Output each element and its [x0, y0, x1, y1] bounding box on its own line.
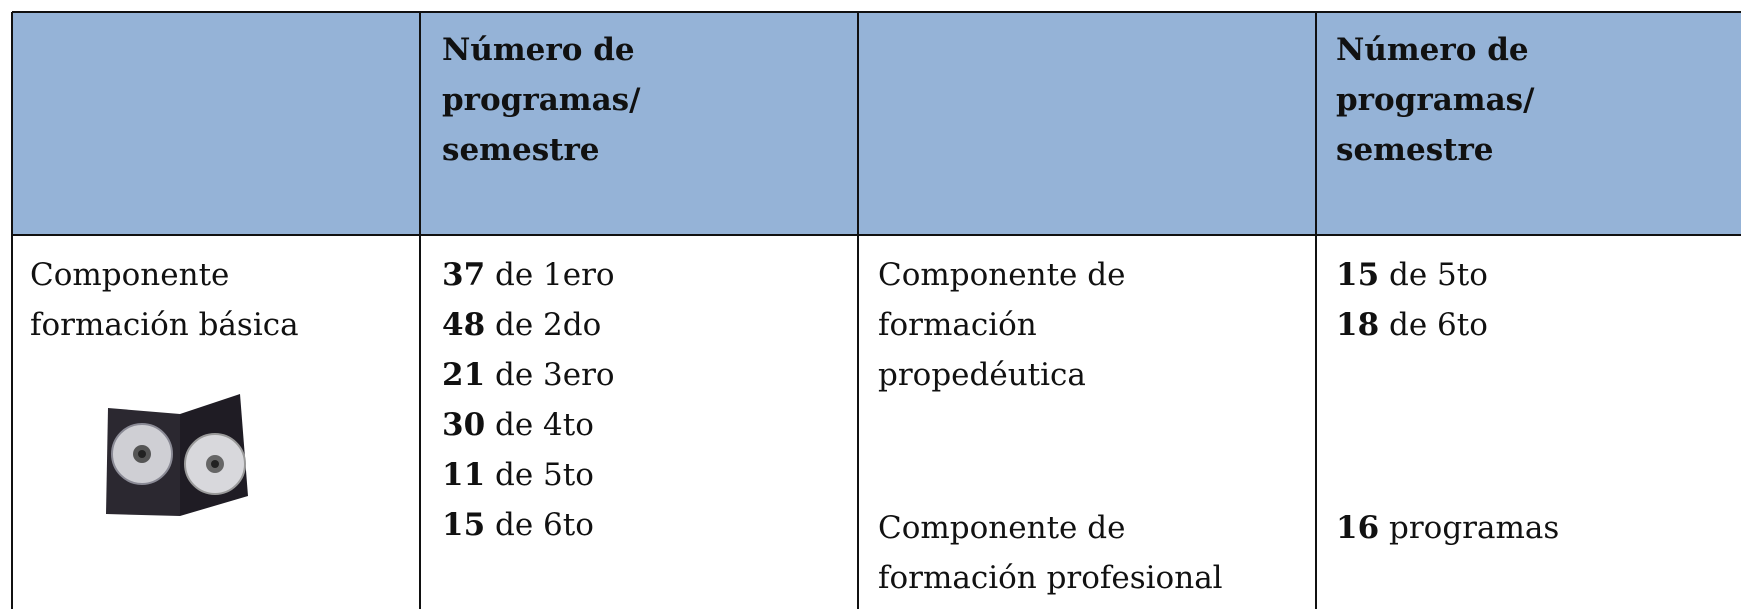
text-line: formación	[878, 307, 1037, 343]
text-line: Número de	[442, 32, 635, 68]
header-row	[12, 12, 1741, 235]
border	[857, 12, 859, 609]
program-text: de 6to	[1389, 307, 1488, 343]
program-text: de 4to	[495, 407, 594, 443]
text-line: propedéutica	[878, 357, 1086, 393]
program-count: 21	[442, 357, 486, 393]
header-cell: Número de programas/semestre	[442, 24, 640, 174]
text-line: formación básica	[30, 307, 299, 343]
border	[12, 234, 1741, 236]
program-text: de 3ero	[495, 357, 615, 393]
border	[12, 11, 1741, 13]
text-line: semestre	[442, 132, 600, 168]
program-text: programas	[1389, 510, 1560, 546]
program-item: 18 de 6to	[1336, 300, 1488, 350]
program-text: de 5to	[1389, 257, 1488, 293]
program-item: 15 de 6to	[442, 500, 615, 550]
program-list: 16 programas	[1336, 503, 1559, 553]
program-count: 18	[1336, 307, 1380, 343]
program-count: 30	[442, 407, 486, 443]
border	[1315, 12, 1317, 609]
program-count: 15	[442, 507, 486, 543]
program-list: 15 de 5to 18 de 6to	[1336, 250, 1488, 350]
program-item: 30 de 4to	[442, 400, 615, 450]
text-line: programas/	[1336, 82, 1535, 118]
program-item: 15 de 5to	[1336, 250, 1488, 300]
text-line: programas/	[442, 82, 641, 118]
program-count: 48	[442, 307, 486, 343]
border	[11, 12, 13, 609]
component-label: Componente de formación profesional	[878, 503, 1223, 603]
program-text: de 5to	[495, 457, 594, 493]
dvd-icon	[106, 394, 248, 516]
program-item: 11 de 5to	[442, 450, 615, 500]
text-line: Componente de	[878, 510, 1126, 546]
program-count: 37	[442, 257, 486, 293]
program-item: 48 de 2do	[442, 300, 615, 350]
header-cell: Número de programas/semestre	[1336, 24, 1534, 174]
text-line: Número de	[1336, 32, 1529, 68]
program-text: de 6to	[495, 507, 594, 543]
text-line: Componente de	[878, 257, 1126, 293]
program-item: 16 programas	[1336, 503, 1559, 553]
program-item: 37 de 1ero	[442, 250, 615, 300]
program-text: de 1ero	[495, 257, 615, 293]
component-label: Componente de formación propedéutica	[878, 250, 1125, 400]
program-count: 11	[442, 457, 486, 493]
text-line: formación profesional	[878, 560, 1223, 596]
text-line: Componente	[30, 257, 230, 293]
program-list: 37 de 1ero 48 de 2do 21 de 3ero 30 de 4to 11…	[442, 250, 615, 550]
program-count: 15	[1336, 257, 1380, 293]
program-item: 21 de 3ero	[442, 350, 615, 400]
component-label: Componente formación básica	[30, 250, 299, 350]
text-line: semestre	[1336, 132, 1494, 168]
program-text: de 2do	[495, 307, 602, 343]
program-count: 16	[1336, 510, 1380, 546]
border	[419, 12, 421, 609]
